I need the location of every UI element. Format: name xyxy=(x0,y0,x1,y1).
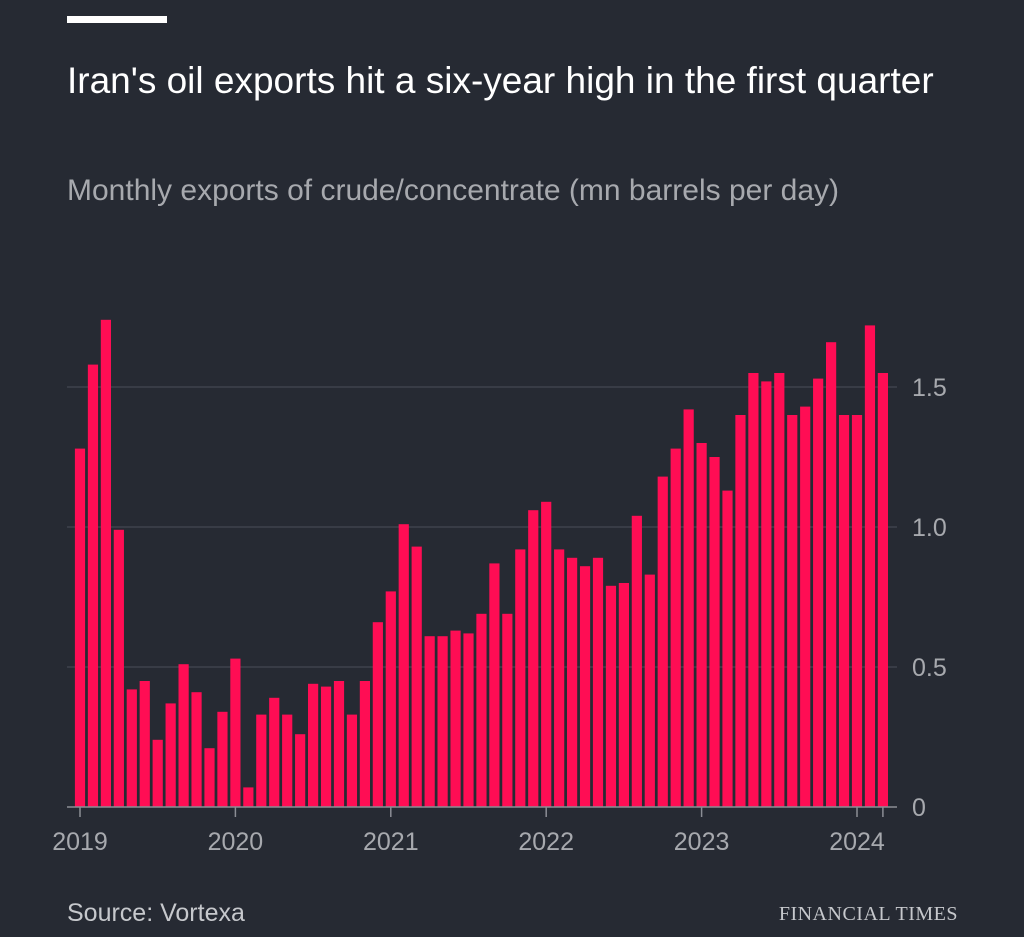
bar-2021-11 xyxy=(515,549,526,807)
bar-2020-01 xyxy=(230,658,241,807)
bar-2024-02 xyxy=(864,325,876,807)
publisher-logo: FINANCIAL TIMES xyxy=(778,903,958,925)
bar-2022-04 xyxy=(579,566,591,807)
bar-2021-07 xyxy=(463,633,474,807)
bar-2022-01 xyxy=(541,501,552,807)
bar-2019-03 xyxy=(100,319,111,807)
bar-2020-05 xyxy=(282,714,293,807)
bar-2019-04 xyxy=(113,529,124,807)
bar-2020-04 xyxy=(269,697,280,807)
bar-2023-09 xyxy=(800,406,811,807)
bar-2019-02 xyxy=(87,364,99,807)
chart-title: Iran's oil exports hit a six-year high i… xyxy=(67,60,934,101)
bar-2021-08 xyxy=(476,613,487,807)
bar-2019-10 xyxy=(191,692,202,807)
bar-2021-03 xyxy=(411,546,422,807)
bar-2020-12 xyxy=(372,622,383,807)
x-tick-label: 2020 xyxy=(208,828,264,856)
bar-2020-06 xyxy=(295,734,306,807)
bar-2019-08 xyxy=(165,703,176,807)
bar-2023-03 xyxy=(722,490,733,807)
x-tick-label: 2024 xyxy=(829,828,885,856)
y-tick-label: 0.5 xyxy=(912,654,947,682)
bar-2019-12 xyxy=(217,711,228,807)
bar-2021-05 xyxy=(437,636,448,807)
x-tick-label: 2022 xyxy=(518,828,574,856)
bar-2020-08 xyxy=(320,686,332,807)
bar-2020-02 xyxy=(243,787,254,807)
bar-2021-06 xyxy=(450,630,461,807)
bar-2023-08 xyxy=(787,415,798,807)
y-tick-label: 0 xyxy=(912,794,926,822)
source-note: Source: Vortexa xyxy=(67,899,245,927)
bar-2019-07 xyxy=(152,739,163,807)
bar-2021-04 xyxy=(424,636,435,807)
bar-2020-07 xyxy=(308,683,319,807)
bar-2022-10 xyxy=(657,476,668,807)
bar-2021-02 xyxy=(398,524,409,807)
bar-2023-10 xyxy=(813,378,824,807)
y-tick-label: 1.5 xyxy=(912,374,947,402)
bar-2023-05 xyxy=(748,373,759,807)
bar-2019-01 xyxy=(74,448,86,807)
bar-2023-02 xyxy=(709,457,720,807)
x-tick-label: 2019 xyxy=(52,828,108,856)
bar-2019-05 xyxy=(126,689,137,807)
bar-2022-03 xyxy=(567,557,578,807)
bar-2020-11 xyxy=(359,681,370,807)
bar-2022-02 xyxy=(554,549,565,807)
bar-2023-11 xyxy=(826,342,837,807)
bar-2022-09 xyxy=(644,574,655,807)
bar-2023-04 xyxy=(735,415,746,807)
bar-2020-10 xyxy=(346,714,358,807)
x-tick-label: 2023 xyxy=(674,828,730,856)
bars xyxy=(74,319,888,807)
bar-2022-08 xyxy=(631,515,642,807)
bar-2022-06 xyxy=(605,585,617,807)
bar-2020-03 xyxy=(256,714,267,807)
bar-2021-10 xyxy=(502,613,513,807)
bar-2020-09 xyxy=(333,681,345,807)
x-tick-label: 2021 xyxy=(363,828,419,856)
bar-2022-05 xyxy=(592,557,604,807)
bar-2023-06 xyxy=(761,381,772,807)
bar-2023-01 xyxy=(696,443,707,807)
bar-2022-07 xyxy=(618,583,629,807)
header-rule xyxy=(67,16,167,23)
bar-2024-01 xyxy=(851,415,863,807)
bar-chart: 2019 2020 2021 2022 2023 2024 0 0.5 1.0 1.5 xyxy=(52,319,947,856)
y-axis: 0 0.5 1.0 1.5 xyxy=(912,374,947,822)
bar-2019-11 xyxy=(204,748,215,807)
chart-subtitle: Monthly exports of crude/concentrate (mn… xyxy=(67,174,840,207)
bar-2024-03 xyxy=(877,373,888,807)
y-tick-label: 1.0 xyxy=(912,514,947,542)
bar-2021-09 xyxy=(489,563,500,807)
bar-2022-12 xyxy=(683,409,694,807)
bar-2019-06 xyxy=(139,681,150,807)
bar-2023-12 xyxy=(838,415,850,807)
bar-2021-01 xyxy=(385,591,396,807)
x-axis: 2019 2020 2021 2022 2023 2024 xyxy=(52,806,897,856)
bar-2019-09 xyxy=(178,664,189,807)
bar-2023-07 xyxy=(774,373,785,807)
bar-2022-11 xyxy=(670,448,681,807)
bar-2021-12 xyxy=(528,510,539,807)
